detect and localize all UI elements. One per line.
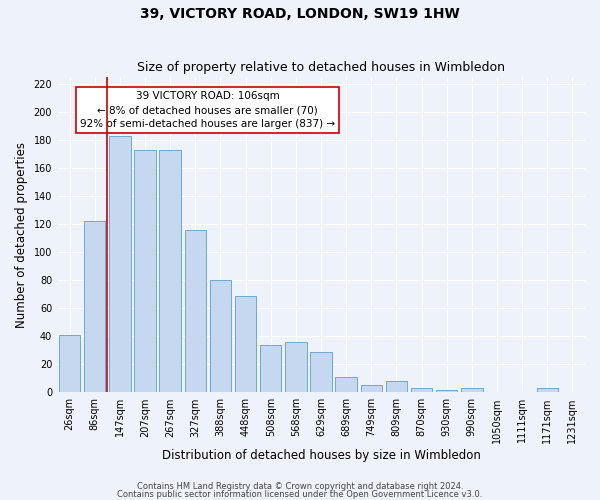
Bar (285, 342, 307, 392)
Bar (160, 150, 181, 392)
Bar (59, 335, 80, 392)
Bar (536, 388, 558, 392)
Bar (310, 352, 332, 393)
Bar (134, 150, 156, 392)
Text: Contains HM Land Registry data © Crown copyright and database right 2024.: Contains HM Land Registry data © Crown c… (137, 482, 463, 491)
Bar (386, 381, 407, 392)
Bar (109, 136, 131, 392)
Title: Size of property relative to detached houses in Wimbledon: Size of property relative to detached ho… (137, 62, 505, 74)
Text: 39, VICTORY ROAD, LONDON, SW19 1HW: 39, VICTORY ROAD, LONDON, SW19 1HW (140, 8, 460, 22)
Bar (260, 344, 281, 393)
Bar (235, 296, 256, 392)
X-axis label: Distribution of detached houses by size in Wimbledon: Distribution of detached houses by size … (161, 450, 481, 462)
Bar (411, 388, 432, 392)
Bar (210, 280, 231, 392)
Bar (84, 222, 106, 392)
Y-axis label: Number of detached properties: Number of detached properties (15, 142, 28, 328)
Bar (335, 377, 357, 392)
Text: Contains public sector information licensed under the Open Government Licence v3: Contains public sector information licen… (118, 490, 482, 499)
Bar (185, 230, 206, 392)
Bar (436, 390, 457, 392)
Bar (361, 386, 382, 392)
Text: 39 VICTORY ROAD: 106sqm
← 8% of detached houses are smaller (70)
92% of semi-det: 39 VICTORY ROAD: 106sqm ← 8% of detached… (80, 91, 335, 129)
Bar (461, 388, 482, 392)
